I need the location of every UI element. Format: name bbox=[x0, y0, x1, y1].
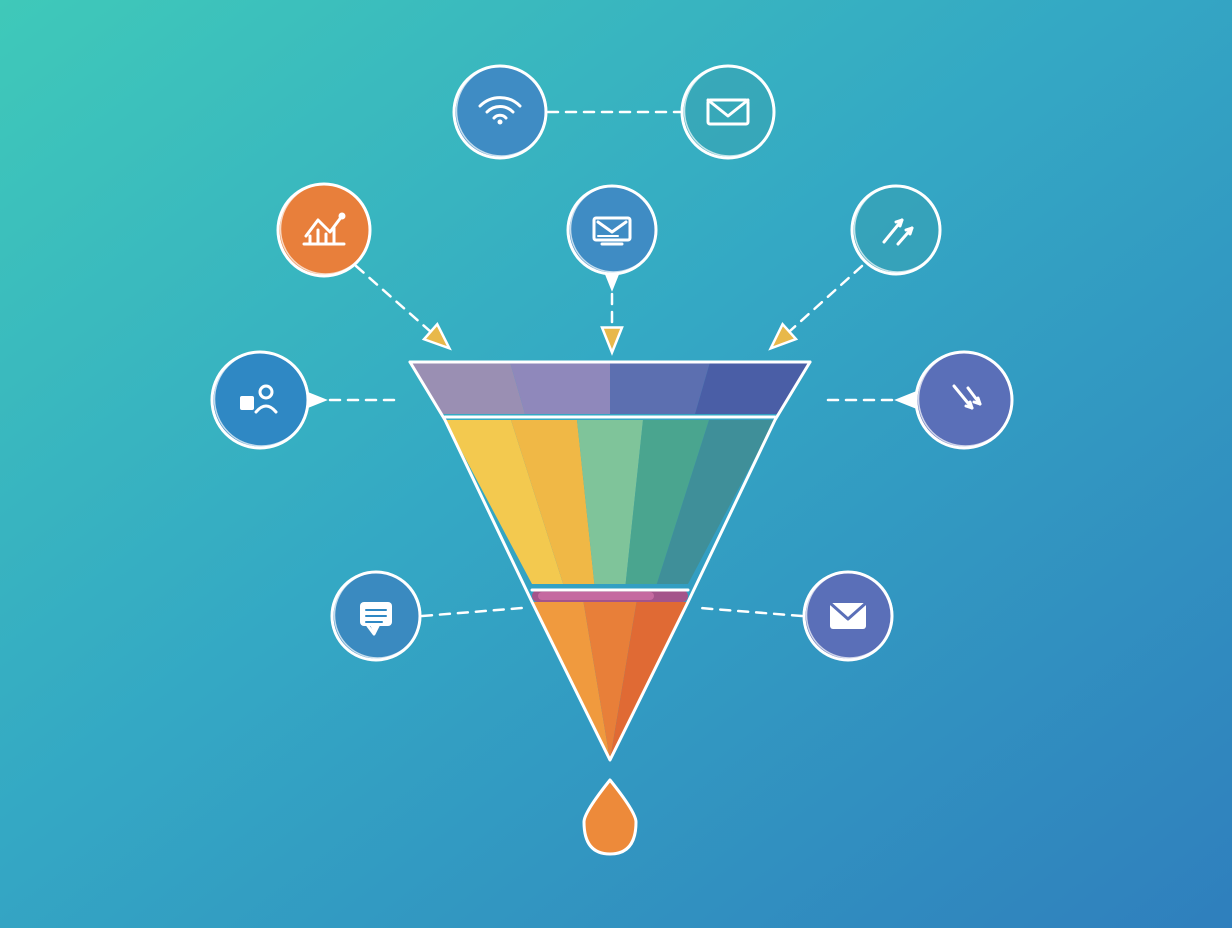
wifi-icon bbox=[454, 66, 547, 158]
envelope-icon bbox=[682, 66, 775, 158]
infographic-canvas bbox=[0, 0, 1232, 928]
person-icon bbox=[212, 352, 309, 448]
arrows2-icon bbox=[916, 352, 1013, 448]
mail-icon bbox=[804, 572, 893, 660]
monitor-icon bbox=[568, 186, 657, 274]
chat-icon bbox=[332, 572, 421, 660]
house-icon bbox=[278, 184, 371, 276]
arrows1-icon bbox=[852, 186, 941, 274]
